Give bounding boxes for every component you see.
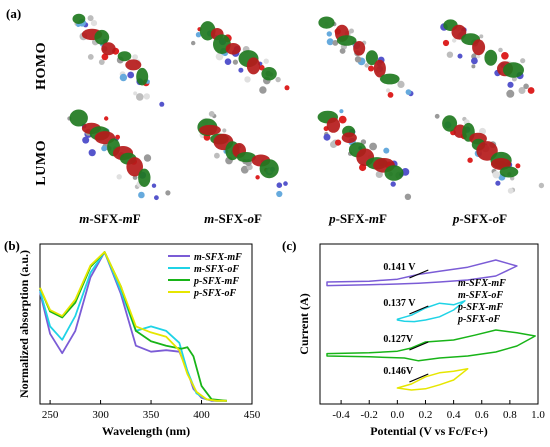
plot-frame bbox=[39, 243, 253, 405]
series-line-p-SFX-oF bbox=[39, 251, 227, 402]
legend-label: p-SFX-oF bbox=[457, 314, 501, 325]
molecule-label-2: m-SFX-oF bbox=[204, 211, 262, 226]
orbital-images bbox=[67, 13, 545, 201]
onset-tangent bbox=[409, 305, 429, 315]
molecule-lumo-3 bbox=[317, 109, 412, 200]
cv-chart: -0.4 -0.2 0.0 0.2 0.4 0.6 0.8 1.0 Potential (V v… bbox=[297, 243, 545, 438]
legend-label: p-SFX-mF bbox=[193, 276, 239, 287]
x-tick-label: 0.8 bbox=[503, 409, 517, 421]
legend-label: m-SFX-mF bbox=[458, 278, 506, 289]
y-axis-label: Current (A) bbox=[297, 293, 311, 354]
panel-b-label: (b) bbox=[4, 238, 20, 253]
onset-tangent bbox=[409, 373, 429, 383]
panel-c-label: (c) bbox=[282, 238, 297, 253]
lumo-row-label: LUMO bbox=[34, 140, 49, 186]
plot-frame bbox=[319, 243, 539, 405]
legend-label: m-SFX-mF bbox=[194, 252, 242, 263]
legend-label: p-SFX-mF bbox=[457, 302, 503, 313]
molecule-label-1: m-SFX-mF bbox=[79, 211, 141, 226]
absorption-chart: 250 300 350 400 450 Wavelength (nm) Normalized… bbox=[17, 243, 261, 438]
onset-annotation: 0.127V bbox=[383, 334, 414, 345]
molecule-lumo-2 bbox=[197, 111, 288, 198]
x-axis-label: Potential (V vs Fc/Fc+) bbox=[370, 424, 488, 438]
series-line-p-SFX-oF bbox=[396, 368, 469, 391]
molecule-lumo-4 bbox=[434, 113, 545, 194]
x-tick-label: 0.2 bbox=[419, 409, 433, 421]
x-tick-label: 1.0 bbox=[531, 409, 545, 421]
x-tick-label: 400 bbox=[193, 409, 210, 421]
x-axis-label: Wavelength (nm) bbox=[102, 424, 190, 438]
x-tick-label: 0.4 bbox=[447, 409, 461, 421]
x-tick-label: -0.4 bbox=[332, 409, 350, 421]
molecule-lumo-1 bbox=[67, 109, 171, 201]
series-line-p-SFX-mF bbox=[39, 251, 227, 402]
panel-a-label: (a) bbox=[6, 6, 22, 21]
onset-annotation: 0.141 V bbox=[383, 262, 416, 273]
molecule-homo-3 bbox=[318, 16, 414, 98]
x-tick-label: 0.6 bbox=[475, 409, 489, 421]
x-tick-label: -0.2 bbox=[361, 409, 378, 421]
onset-annotation: 0.146V bbox=[383, 366, 414, 377]
onset-annotation: 0.137 V bbox=[383, 298, 416, 309]
molecule-homo-4 bbox=[440, 19, 535, 98]
molecule-label-4: p-SFX-oF bbox=[452, 211, 508, 226]
molecule-homo-1 bbox=[72, 13, 165, 107]
legend-label: p-SFX-oF bbox=[193, 288, 237, 299]
series-line-m-SFX-oF bbox=[396, 300, 466, 323]
x-tick-label: 0.0 bbox=[390, 409, 404, 421]
x-tick-label: 300 bbox=[92, 409, 109, 421]
x-tick-label: 450 bbox=[244, 409, 261, 421]
molecule-label-3: p-SFX-mF bbox=[329, 211, 387, 226]
onset-tangent bbox=[409, 341, 429, 351]
onset-tangent bbox=[409, 269, 429, 279]
y-axis-label: Normalized absorption (a.u.) bbox=[17, 250, 31, 398]
series-line-p-SFX-mF bbox=[326, 329, 536, 362]
x-tick-label: 250 bbox=[42, 409, 59, 421]
series-line-m-SFX-mF bbox=[326, 259, 518, 287]
legend-label: m-SFX-oF bbox=[458, 290, 503, 301]
x-tick-label: 350 bbox=[143, 409, 160, 421]
legend-label: m-SFX-oF bbox=[194, 264, 239, 275]
molecule-homo-2 bbox=[191, 21, 290, 94]
homo-row-label: HOMO bbox=[34, 42, 49, 90]
